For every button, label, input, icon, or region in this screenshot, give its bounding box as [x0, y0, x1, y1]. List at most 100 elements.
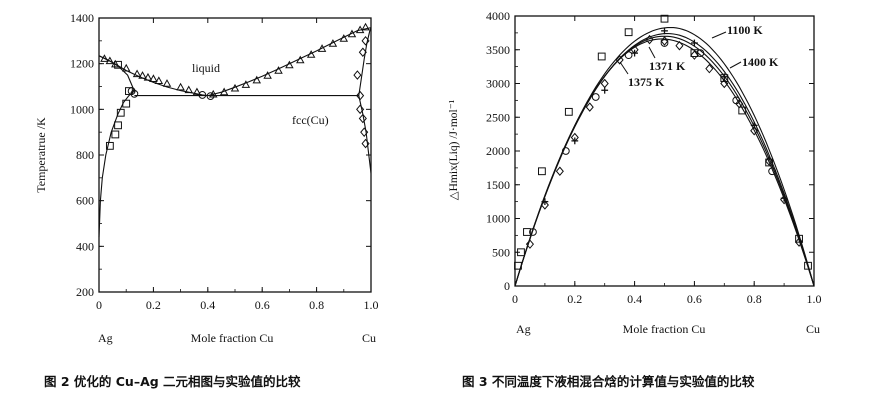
phase-x-tick-label: 0.4 [200, 298, 215, 312]
phase-point-triangle [162, 79, 172, 87]
phase-y-tick-label: 200 [76, 285, 94, 299]
enthalpy-point-diamond [525, 239, 535, 249]
enthalpy-point-circle [529, 228, 537, 236]
enthalpy-point-diamond [720, 78, 729, 89]
enthalpy-point-circle [561, 147, 570, 155]
enthalpy-point-diamond [705, 63, 714, 74]
phase-point-circle [198, 91, 207, 99]
enthalpy-point-diamond [600, 78, 609, 89]
annotation-1371k-leader [648, 46, 656, 59]
enthalpy-point-cross [571, 137, 579, 145]
phase-diagram-ticks [98, 17, 372, 293]
phase-y-tick-label: 1200 [70, 57, 94, 71]
annotation-1371k: 1371 K [649, 59, 686, 73]
enthalpy-x-tick-label: 1.0 [807, 292, 822, 306]
phase-diagram-caption: 图 2 优化的 Cu–Ag 二元相图与实验值的比较 [44, 374, 301, 389]
enthalpy-caption: 图 3 不同温度下液相混合焓的计算值与实验值的比较 [462, 374, 755, 389]
phase-point-triangle [154, 76, 164, 85]
enthalpy-point-square [523, 228, 531, 236]
phase-point-square [114, 60, 122, 69]
enthalpy-y-tick-label: 3500 [486, 43, 510, 57]
phase-point-triangle [219, 87, 229, 96]
enthalpy-point-square [564, 107, 573, 116]
enthalpy-point-circle [696, 49, 705, 58]
enthalpy-y-tick-label: 1000 [486, 212, 510, 226]
phase-diagram-right-end-label: Cu [362, 331, 376, 345]
enthalpy-points [514, 14, 812, 270]
enthalpy-point-cross [661, 27, 668, 35]
enthalpy-point-square [804, 261, 812, 270]
phase-diagram-points [100, 22, 370, 150]
enthalpy-y-tick-label: 0 [504, 279, 510, 293]
phase-point-triangle [184, 85, 194, 94]
phase-point-diamond [358, 113, 367, 124]
enthalpy-point-square [517, 248, 525, 257]
phase-point-diamond [356, 90, 365, 101]
enthalpy-point-cross [720, 73, 728, 81]
phase-point-triangle [121, 63, 131, 72]
enthalpy-chart: 0 0.2 0.4 0.6 0.8 1.0 0 500 1000 1500 2000 2500 3000… [448, 9, 822, 389]
phase-point-square [105, 141, 114, 150]
phase-point-diamond [356, 104, 365, 115]
enthalpy-point-circle [732, 96, 741, 105]
annotation-1375k: 1375 K [628, 75, 665, 89]
phase-point-triangle [339, 34, 349, 42]
enthalpy-point-circle [660, 39, 669, 47]
phase-point-triangle [274, 66, 283, 74]
phase-diagram-y-axis-label: Temperatrue /K [34, 117, 48, 193]
phase-point-triangle [241, 80, 251, 88]
enthalpy-point-diamond [735, 98, 744, 109]
phase-diagram-tick-labels: 0 0.2 0.4 0.6 0.8 1.0 200 400 600 800 1000 1200 1400 [70, 11, 379, 312]
enthalpy-point-circle [624, 51, 633, 60]
phase-point-diamond [361, 36, 370, 46]
phase-y-tick-label: 400 [76, 239, 94, 253]
phase-point-diamond [358, 47, 367, 58]
annotation-1100k-leader [711, 31, 727, 39]
enthalpy-point-cross [601, 86, 609, 94]
enthalpy-y-tick-label: 3000 [486, 77, 510, 91]
enthalpy-left-end-label: Ag [516, 322, 531, 336]
annotation-1100k: 1100 K [727, 23, 763, 37]
phase-x-tick-label: 0.2 [146, 298, 161, 312]
phase-point-triangle [296, 55, 305, 64]
phase-point-circle [130, 89, 139, 98]
phase-point-triangle [132, 69, 142, 78]
phase-point-triangle [105, 56, 115, 65]
enthalpy-point-diamond [750, 125, 759, 136]
phase-line-cu_solvus [358, 27, 372, 174]
enthalpy-x-tick-label: 0.8 [747, 292, 762, 306]
enthalpy-point-square [624, 28, 633, 37]
annotation-1375k-leader [619, 61, 629, 75]
enthalpy-point-diamond [794, 237, 804, 247]
enthalpy-y-tick-label: 1500 [486, 178, 510, 192]
phase-point-triangle [285, 60, 294, 69]
enthalpy-y-tick-label: 500 [492, 245, 510, 259]
enthalpy-point-square [738, 106, 747, 115]
enthalpy-point-square [660, 14, 669, 23]
enthalpy-point-cross [631, 49, 638, 57]
phase-point-triangle [361, 22, 370, 31]
phase-y-tick-label: 600 [76, 194, 94, 208]
phase-point-square [122, 99, 131, 108]
enthalpy-point-square [538, 167, 546, 176]
phase-diagram-plot-frame [98, 17, 372, 293]
enthalpy-point-circle [591, 93, 600, 101]
phase-y-tick-label: 1400 [70, 11, 94, 25]
enthalpy-point-diamond [585, 102, 594, 112]
phase-point-triangle [111, 59, 120, 68]
phase-point-triangle [230, 83, 240, 92]
enthalpy-curve-1375-k [514, 38, 815, 287]
enthalpy-x-axis-label: Mole fraction Cu [623, 322, 706, 336]
enthalpy-point-diamond [645, 34, 654, 45]
phase-diagram-left-end-label: Ag [98, 331, 113, 345]
enthalpy-y-tick-label: 2000 [486, 144, 510, 158]
phase-x-tick-label: 0 [96, 298, 102, 312]
enthalpy-x-tick-label: 0.6 [687, 292, 702, 306]
phase-x-tick-label: 0.6 [255, 298, 270, 312]
phase-point-triangle [306, 50, 316, 58]
phase-x-tick-label: 0.8 [309, 298, 324, 312]
phase-point-triangle [149, 74, 158, 82]
enthalpy-tick-labels: 0 0.2 0.4 0.6 0.8 1.0 0 500 1000 1500 2000 2500 3000… [486, 9, 822, 306]
enthalpy-point-cross [780, 194, 788, 202]
phase-point-triangle [252, 75, 262, 84]
